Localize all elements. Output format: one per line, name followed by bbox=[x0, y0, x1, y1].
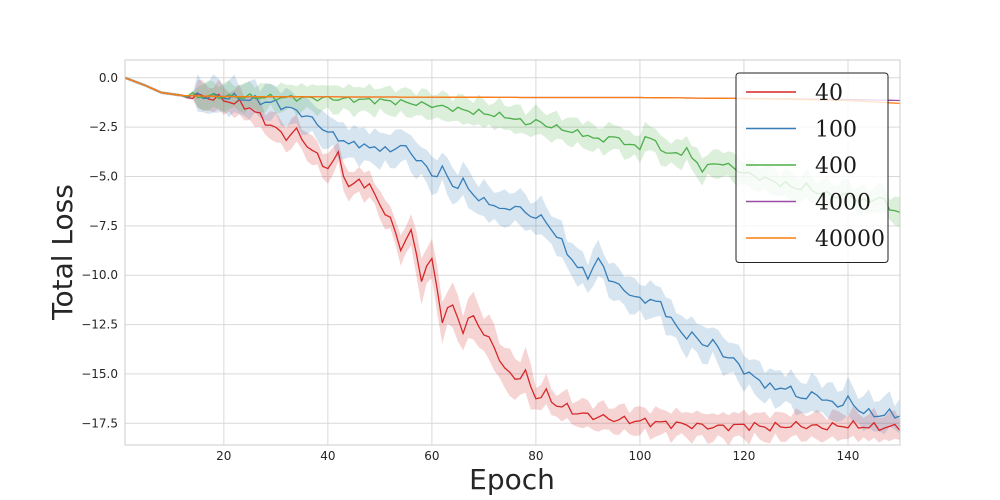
legend-label-40000: 40000 bbox=[815, 227, 885, 252]
x-tick-label: 40 bbox=[320, 449, 335, 463]
legend-label-40: 40 bbox=[815, 81, 843, 106]
line-series-40 bbox=[124, 77, 901, 432]
x-tick-label: 80 bbox=[528, 449, 543, 463]
x-axis-title: Epoch bbox=[469, 463, 555, 496]
legend-label-4000: 4000 bbox=[815, 191, 871, 216]
y-tick-label: −12.5 bbox=[81, 318, 118, 332]
x-tick-label: 100 bbox=[628, 449, 651, 463]
y-tick-label: −10.0 bbox=[81, 268, 118, 282]
legend-label-100: 100 bbox=[815, 118, 857, 143]
legend-label-400: 400 bbox=[815, 154, 857, 179]
y-tick-label: −17.5 bbox=[81, 416, 118, 430]
y-tick-label: −7.5 bbox=[89, 219, 118, 233]
y-tick-label: −2.5 bbox=[89, 120, 118, 134]
y-tick-label: 0.0 bbox=[99, 71, 118, 85]
y-axis-title: Total Loss bbox=[46, 184, 79, 321]
plot-frame bbox=[124, 59, 901, 446]
x-tick-label: 120 bbox=[733, 449, 756, 463]
legend: 40 100 400 4000 40000 bbox=[735, 72, 889, 263]
x-tick-label: 20 bbox=[216, 449, 231, 463]
tick-labels: 20 40 60 80 100 120 140 0.0 −2.5 −5.0 −7.5 −10.0 −12… bbox=[81, 71, 859, 463]
x-tick-label: 60 bbox=[424, 449, 439, 463]
y-tick-label: −5.0 bbox=[89, 169, 118, 183]
x-tick-label: 140 bbox=[837, 449, 860, 463]
band-series-400 bbox=[125, 76, 900, 228]
y-tick-label: −15.0 bbox=[81, 367, 118, 381]
confidence-bands bbox=[125, 74, 900, 446]
legend-box bbox=[735, 72, 889, 263]
band-series-40 bbox=[125, 76, 900, 446]
band-series-100 bbox=[125, 74, 900, 435]
